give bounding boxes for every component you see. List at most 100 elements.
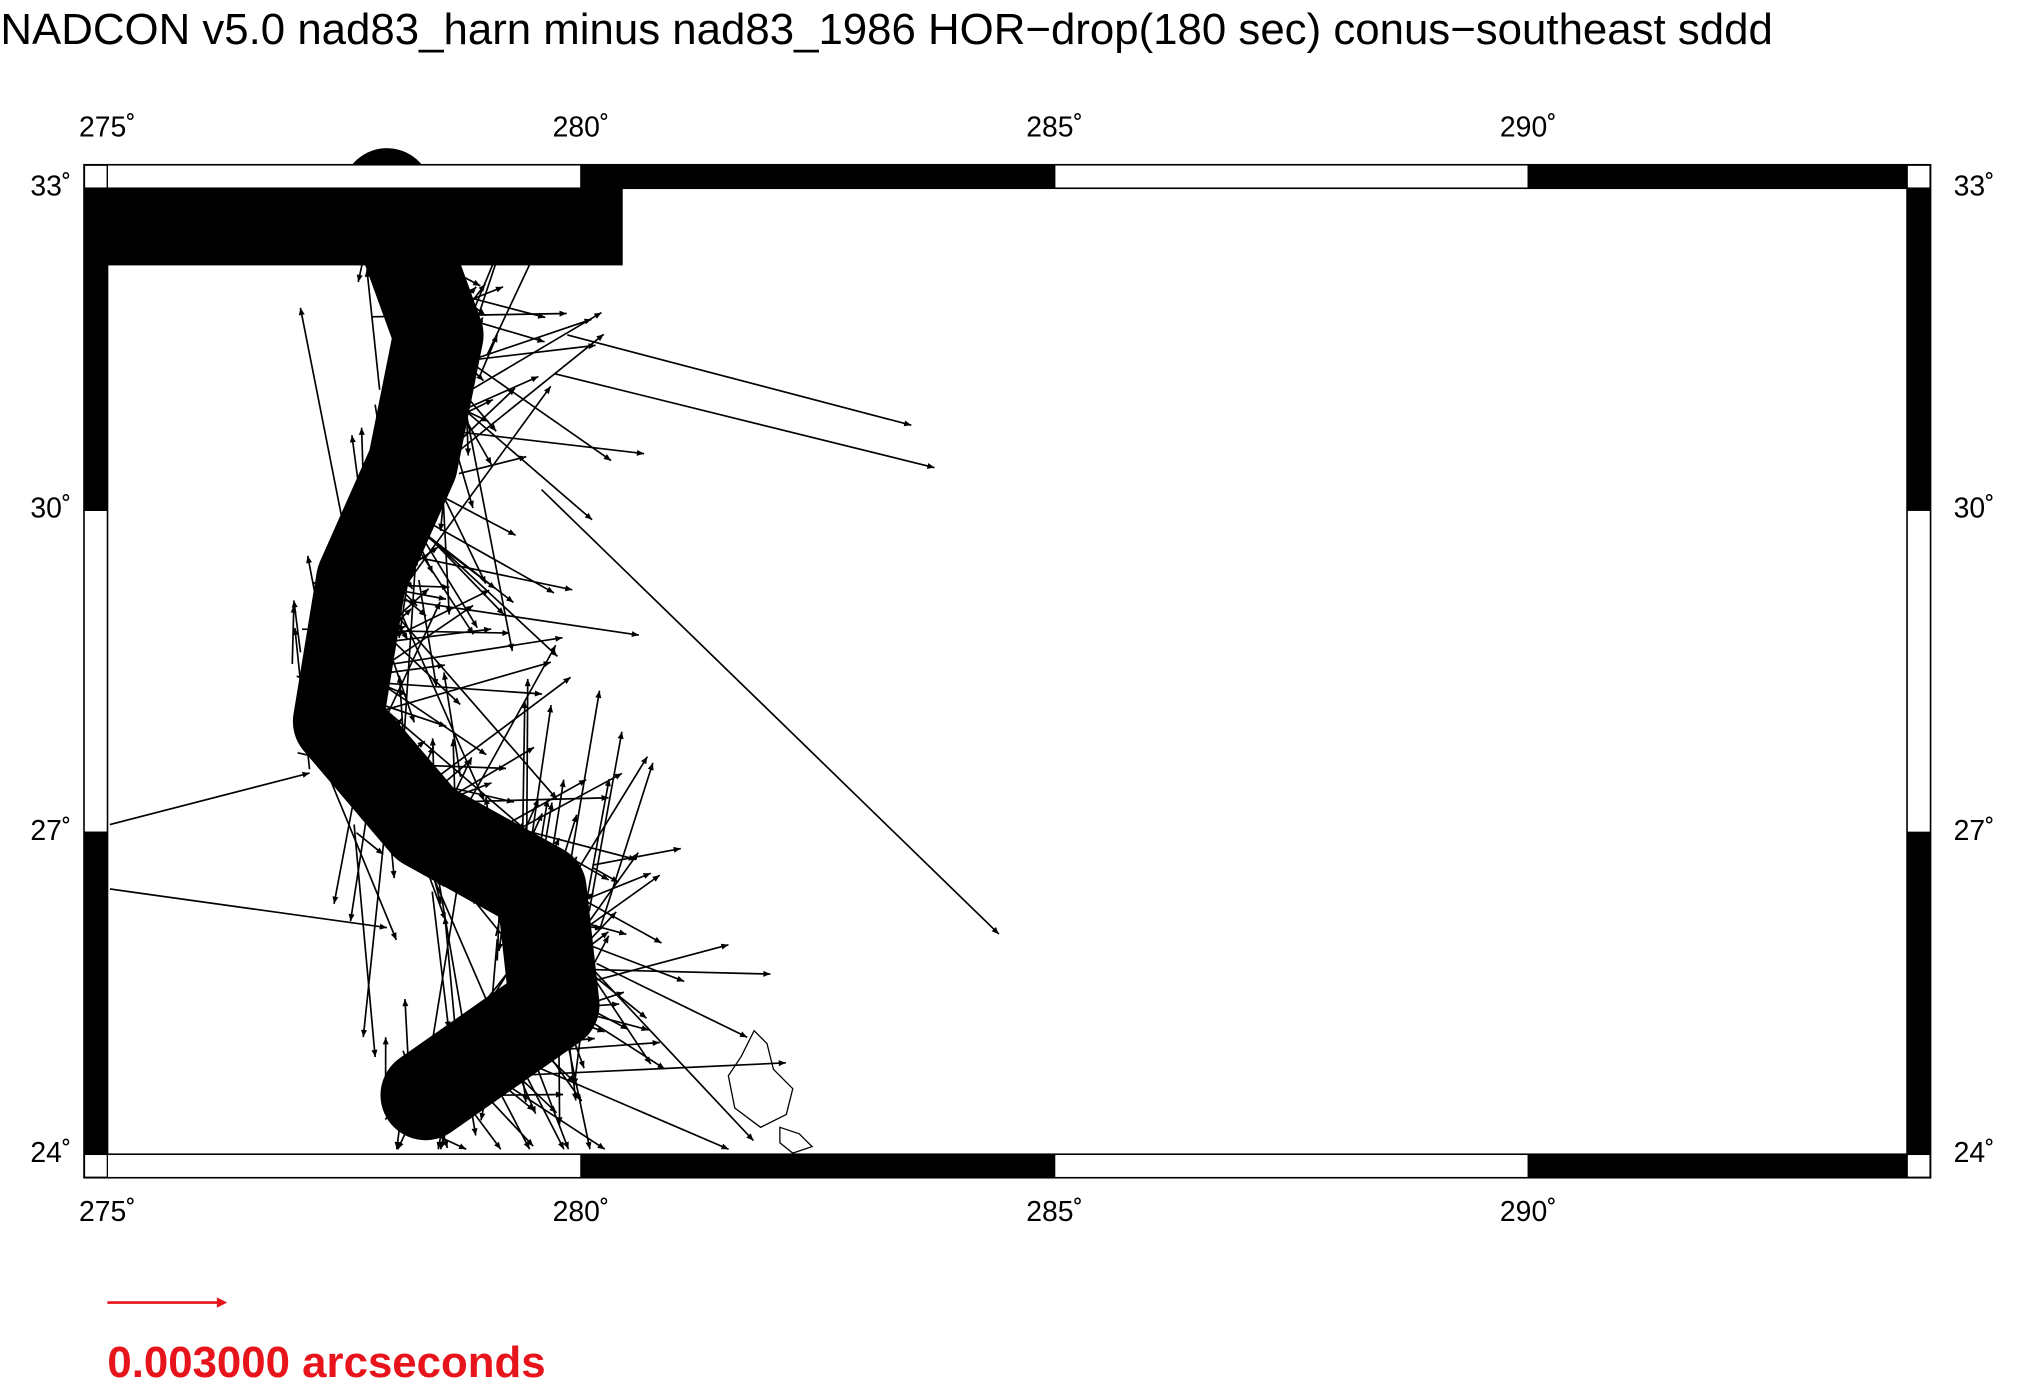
arrowhead [470, 862, 478, 870]
displacement-vector [535, 1006, 605, 1033]
arrowhead [365, 489, 372, 498]
displacement-vector [340, 527, 394, 593]
displacement-vector [302, 587, 342, 712]
displacement-vector [385, 746, 535, 837]
arrowhead [444, 787, 452, 794]
arrowhead [583, 318, 592, 325]
displacement-vector [344, 636, 563, 673]
displacement-vector [592, 847, 681, 866]
lon-tick-label: 275˚ [79, 1196, 136, 1228]
arrowhead [456, 393, 464, 400]
arrowhead [458, 1143, 467, 1150]
arrowhead [496, 886, 503, 894]
displacement-vector [495, 1062, 786, 1078]
displacement-vector [319, 586, 328, 644]
displacement-vector [426, 803, 549, 851]
displacement-vector [428, 1093, 564, 1097]
frame-band [1906, 509, 1932, 833]
displacement-vector [364, 601, 392, 741]
displacement-vector [431, 891, 450, 1029]
displacement-vector [462, 318, 592, 364]
arrowhead [371, 1049, 378, 1058]
displacement-vector [503, 1051, 729, 1150]
displacement-vector [296, 675, 447, 728]
displacement-vector [455, 644, 557, 827]
displacement-vector [435, 365, 451, 615]
arrowhead [585, 1141, 592, 1150]
displacement-vector [357, 218, 374, 283]
displacement-vector [458, 455, 527, 475]
displacement-vector [365, 771, 418, 837]
displacement-vector [473, 1041, 660, 1057]
arrowhead [413, 309, 422, 317]
arrowhead [396, 675, 403, 683]
arrowhead [329, 585, 338, 592]
displacement-vector [317, 622, 374, 651]
displacement-vector [311, 606, 367, 622]
displacement-vector [386, 384, 395, 433]
displacement-vector [402, 806, 447, 921]
arrowhead [421, 588, 429, 596]
arrowhead [652, 875, 660, 882]
frame-band [1906, 187, 1932, 511]
displacement-vector [327, 660, 407, 696]
displacement-vector [429, 354, 448, 428]
arrowhead [462, 838, 470, 845]
arrowhead [402, 505, 409, 514]
arrowhead [498, 1031, 505, 1039]
arrowhead [628, 854, 637, 861]
arrowhead [547, 933, 555, 941]
arrowhead [412, 213, 419, 221]
displacement-vector [314, 743, 398, 941]
arrowhead [436, 428, 443, 437]
arrowhead [358, 781, 365, 790]
arrowhead [506, 797, 515, 804]
arrowhead [481, 590, 490, 597]
displacement-vector [579, 778, 610, 934]
arrowhead [926, 463, 935, 469]
frame-band [106, 1153, 582, 1179]
displacement-vector [540, 488, 1000, 935]
arrowhead [584, 986, 593, 993]
displacement-vector [438, 398, 494, 427]
arrowhead [348, 708, 355, 717]
displacement-vector [425, 1129, 467, 1150]
frame-band [1906, 831, 1932, 1156]
arrowhead [439, 1141, 446, 1150]
arrowhead [554, 635, 563, 642]
arrowhead [485, 399, 493, 406]
arrowhead [536, 336, 545, 343]
arrowhead [420, 215, 427, 223]
arrowhead [524, 844, 531, 852]
displacement-vector [466, 396, 497, 432]
arrowhead [363, 579, 372, 586]
arrowhead [903, 420, 912, 427]
arrowhead [597, 1142, 605, 1150]
arrowhead [465, 605, 474, 612]
arrowhead [364, 269, 371, 278]
displacement-vector [347, 189, 539, 211]
arrowhead [593, 312, 602, 319]
lat-tick-label: 27˚ [30, 815, 71, 847]
arrowhead [526, 747, 535, 754]
displacement-vector [599, 762, 654, 929]
arrowhead [390, 567, 397, 576]
arrowhead [739, 1031, 748, 1038]
displacement-vector [383, 190, 392, 255]
lat-tick-label: 27˚ [1954, 815, 1995, 847]
displacement-vector [321, 604, 474, 710]
arrowhead [516, 1077, 525, 1084]
displacement-vector [385, 449, 421, 478]
arrowhead [532, 798, 539, 807]
arrowhead [595, 690, 602, 699]
displacement-vector [366, 269, 381, 390]
arrowhead [603, 454, 612, 461]
displacement-vector [303, 673, 379, 733]
arrowhead [614, 773, 622, 780]
displacement-vector [393, 641, 461, 706]
arrowhead [448, 468, 455, 477]
arrowhead [386, 190, 393, 199]
lon-tick-label: 275˚ [79, 111, 136, 143]
displacement-vector [428, 844, 509, 943]
